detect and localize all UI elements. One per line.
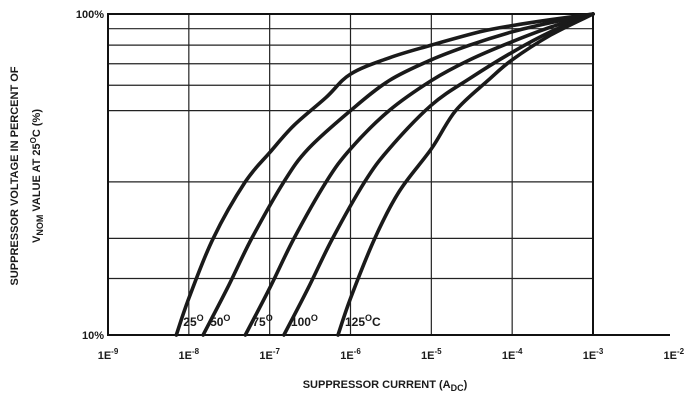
x-tick-exponent: -5 (435, 347, 443, 356)
series-label-degree: O (223, 313, 230, 323)
y-tick-label: 10% (82, 330, 104, 342)
x-tick-label: 1E-2 (664, 347, 685, 362)
y-axis-label-line1: SUPPRESSOR VOLTAGE IN PERCENT OF (9, 66, 21, 285)
x-tick-base: 1E (340, 350, 353, 362)
y-axis-label-v: V (31, 235, 43, 243)
series-label-degree: O (266, 313, 273, 323)
x-tick-base: 1E (179, 350, 192, 362)
x-tick-exponent: -9 (111, 347, 119, 356)
series-label-50: 50O (210, 313, 230, 329)
series-label-75: 75O (252, 313, 272, 329)
y-tick-label: 100% (76, 9, 104, 21)
y-axis-label-sup: O (29, 137, 38, 143)
x-tick-base: 1E (502, 350, 515, 362)
series-line-50 (201, 12, 595, 337)
x-axis-label-sub: DC (451, 383, 464, 393)
x-tick-base: 1E (98, 350, 111, 362)
x-tick-label: 1E-6 (340, 347, 361, 362)
x-tick-label: 1E-4 (502, 347, 523, 362)
x-tick-label: 1E-5 (421, 347, 442, 362)
x-tick-label: 1E-8 (179, 347, 200, 362)
series-label-25: 25O (183, 313, 203, 329)
series-label-value: 50 (210, 315, 224, 329)
x-tick-exponent: -8 (192, 347, 200, 356)
x-tick-exponent: -2 (677, 347, 685, 356)
x-tick-base: 1E (583, 350, 596, 362)
x-tick-base: 1E (664, 350, 677, 362)
x-tick-exponent: -6 (354, 347, 362, 356)
x-tick-label: 1E-3 (583, 347, 604, 362)
y-axis-label-line2: VNOM VALUE AT 25OC (%) (29, 109, 45, 243)
x-tick-label: 1E-9 (98, 347, 119, 362)
series-line-75 (243, 12, 595, 337)
series-label-value: 75 (252, 315, 266, 329)
x-tick-label: 1E-7 (259, 347, 280, 362)
series-label-unit: C (372, 315, 381, 329)
x-tick-base: 1E (421, 350, 434, 362)
series-label-degree: O (365, 313, 372, 323)
x-tick-base: 1E (259, 350, 272, 362)
series-label-value: 100 (291, 315, 311, 329)
series-label-degree: O (197, 313, 204, 323)
x-tick-exponent: -3 (596, 347, 604, 356)
x-axis-label-main: SUPPRESSOR CURRENT (A (303, 379, 451, 391)
x-axis-label-close: ) (464, 379, 468, 391)
x-axis-label: SUPPRESSOR CURRENT (ADC) (303, 379, 468, 393)
series-line-125 (336, 12, 595, 337)
series-label-125: 125OC (345, 313, 381, 329)
x-tick-exponent: -7 (273, 347, 281, 356)
plot-area: 1E-9 1E-8 1E-7 1E-6 1E-5 1E-4 1E-3 1E-210%100%2… (76, 9, 685, 362)
series-label-100: 100O (291, 313, 318, 329)
series-label-value: 25 (183, 315, 197, 329)
y-axis-label-sub: NOM (35, 215, 45, 236)
series-label-value: 125 (345, 315, 365, 329)
series-label-degree: O (311, 313, 318, 323)
series-line-25 (174, 12, 595, 337)
y-axis-label-rest: VALUE AT 25 (31, 143, 43, 214)
y-axis-label-end: C (%) (31, 109, 43, 137)
series-line-100 (282, 12, 595, 337)
x-tick-exponent: -4 (515, 347, 523, 356)
